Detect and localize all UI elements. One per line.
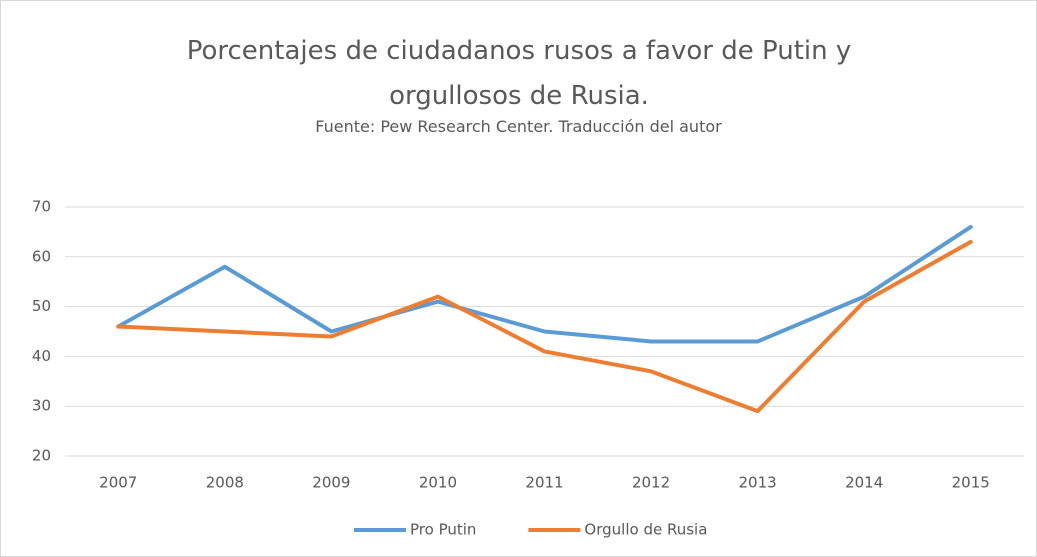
legend-label: Pro Putin xyxy=(410,521,476,539)
x-tick-label: 2011 xyxy=(525,474,563,492)
x-tick-label: 2007 xyxy=(99,474,137,492)
chart-subtitle: Fuente: Pew Research Center. Traducción … xyxy=(315,117,722,136)
x-tick-label: 2010 xyxy=(419,474,457,492)
x-tick-label: 2008 xyxy=(206,474,244,492)
chart-title: Porcentajes de ciudadanos rusos a favor … xyxy=(186,36,852,111)
x-tick-label: 2014 xyxy=(845,474,883,492)
x-tick-label: 2012 xyxy=(632,474,670,492)
y-tick-label: 40 xyxy=(32,347,51,365)
x-tick-label: 2013 xyxy=(739,474,777,492)
line-series xyxy=(116,224,973,344)
line-series xyxy=(116,239,973,414)
y-tick-label: 50 xyxy=(32,297,51,315)
y-tick-label: 60 xyxy=(32,247,51,265)
y-tick-label: 20 xyxy=(32,447,51,465)
y-tick-label: 30 xyxy=(32,397,51,415)
x-tick-label: 2009 xyxy=(312,474,350,492)
legend-label: Orgullo de Rusia xyxy=(584,521,707,539)
y-tick-label: 70 xyxy=(32,198,51,216)
x-tick-label: 2015 xyxy=(952,474,990,492)
